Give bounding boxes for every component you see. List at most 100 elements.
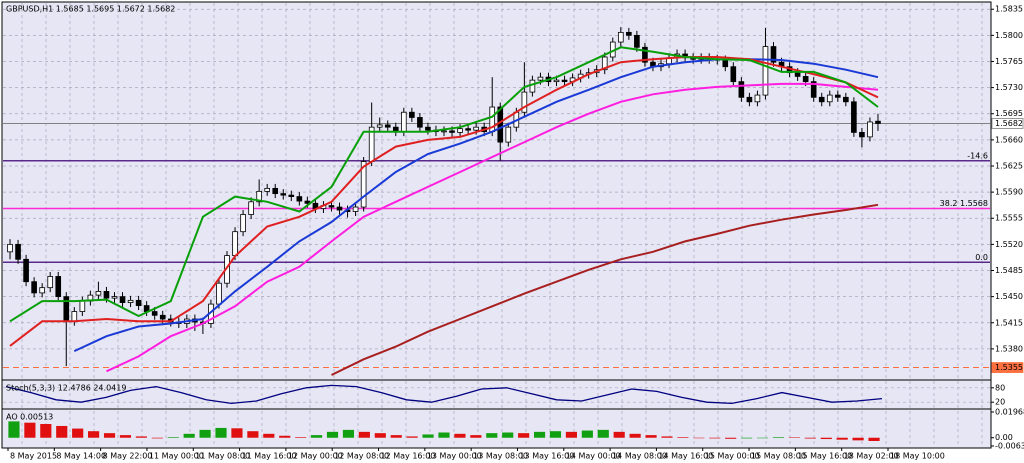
candle-body: [529, 79, 536, 93]
y-tick-label: 1.5415: [995, 318, 1023, 327]
candle-body: [264, 187, 271, 192]
y-tick-label: 1.5835: [995, 5, 1023, 14]
level-label: -14.6: [967, 151, 988, 160]
histogram-bar: [374, 433, 386, 438]
candle-body: [31, 281, 37, 294]
candle-body: [465, 128, 471, 131]
x-tick-label: 11 May 08:00: [195, 452, 250, 461]
y-tick-label: 1.5380: [995, 344, 1023, 353]
candle-body: [521, 91, 528, 113]
y-tick-label: 0.01968: [995, 408, 1024, 417]
histogram-bar: [581, 430, 593, 438]
histogram-bar: [358, 431, 370, 438]
candle-body: [473, 126, 479, 131]
candle-body: [159, 314, 166, 320]
candle-body: [240, 214, 246, 233]
histogram-bar: [119, 435, 132, 438]
level-label: 0.0: [975, 253, 988, 262]
price-box: [991, 118, 1024, 129]
candle-body: [626, 31, 632, 36]
candle-body: [449, 130, 455, 133]
y-tick-label: 1.5695: [995, 109, 1023, 118]
candle-body: [738, 81, 745, 98]
x-tick-label: 13 May 08:00: [473, 452, 528, 461]
histogram-bar: [342, 429, 355, 438]
histogram-bar: [709, 437, 721, 439]
histogram-bar: [438, 432, 450, 438]
x-tick-label: 11 May 00:00: [149, 452, 204, 461]
candle-body: [111, 296, 118, 299]
histogram-bar: [263, 433, 275, 438]
histogram-bar: [422, 434, 434, 438]
moving-average: [331, 203, 879, 376]
candle-body: [762, 46, 769, 96]
histogram-bar: [772, 437, 785, 438]
candle-body: [248, 201, 254, 215]
histogram-bar: [279, 435, 291, 438]
x-tick-label: 12 May 00:00: [288, 452, 343, 461]
candle-body: [151, 311, 158, 316]
x-tick-label: 13 May 16:00: [519, 452, 574, 461]
candle-body: [810, 81, 817, 98]
candle-body: [802, 76, 809, 83]
candle-body: [328, 205, 335, 208]
y-tick-label: 1.5660: [995, 135, 1023, 144]
histogram-bar: [788, 437, 800, 438]
histogram-bar: [502, 432, 514, 438]
histogram-bar: [518, 433, 530, 438]
histogram-bar: [565, 431, 577, 438]
candle-body: [352, 206, 359, 212]
candle-body: [722, 59, 729, 68]
candle-body: [875, 120, 881, 124]
candle-body: [851, 101, 857, 133]
candle-body: [834, 94, 841, 98]
candle-body: [376, 124, 383, 128]
candle-body: [553, 79, 560, 83]
histogram-bar: [231, 428, 243, 438]
candle-body: [55, 276, 62, 298]
candle-body: [770, 46, 777, 63]
y-tick-label: 1.5765: [995, 57, 1023, 66]
histogram-bar: [390, 435, 402, 438]
histogram-bar: [470, 435, 482, 438]
x-tick-label: 14 May 16:00: [658, 452, 713, 461]
histogram-bar: [88, 431, 100, 438]
histogram-bar: [645, 435, 657, 438]
candle-body: [360, 161, 367, 208]
histogram-bar: [533, 431, 546, 438]
candle-body: [746, 96, 753, 103]
candle-body: [617, 31, 624, 43]
histogram-bar: [677, 437, 689, 438]
histogram-bar: [820, 437, 832, 440]
x-tick-label: 18 May 10:00: [890, 452, 945, 461]
candle-body: [288, 194, 295, 197]
y-tick-label: -0.00632: [995, 442, 1024, 451]
y-tick-label: 1.5520: [995, 240, 1023, 249]
y-tick-label: 1.5730: [995, 83, 1023, 92]
histogram-bar: [454, 433, 466, 438]
oscillator-line: [5, 384, 883, 405]
candle-body: [561, 79, 568, 83]
candle-body: [642, 46, 648, 63]
candle-body: [457, 128, 463, 133]
x-tick-label: 13 May 00:00: [427, 452, 482, 461]
candle-body: [336, 206, 343, 211]
histogram-bar: [326, 431, 339, 438]
x-tick-label: 14 May 00:00: [566, 452, 621, 461]
histogram-bar: [295, 437, 307, 438]
candle-body: [304, 200, 311, 204]
candle-body: [272, 187, 279, 195]
price-box: [991, 362, 1024, 373]
x-tick-label: 15 May 16:00: [797, 452, 852, 461]
moving-average: [9, 56, 879, 347]
x-tick-label: 14 May 08:00: [612, 452, 667, 461]
histogram-bar: [629, 433, 641, 438]
candle-body: [730, 66, 737, 83]
y-tick-label: 20: [995, 398, 1005, 407]
y-tick-label: 1.5555: [995, 214, 1023, 223]
x-tick-label: 15 May 08:00: [751, 452, 806, 461]
x-tick-label: 12 May 16:00: [381, 452, 436, 461]
histogram-bar: [215, 427, 227, 438]
candle-body: [818, 96, 825, 103]
histogram-bar: [549, 431, 562, 438]
